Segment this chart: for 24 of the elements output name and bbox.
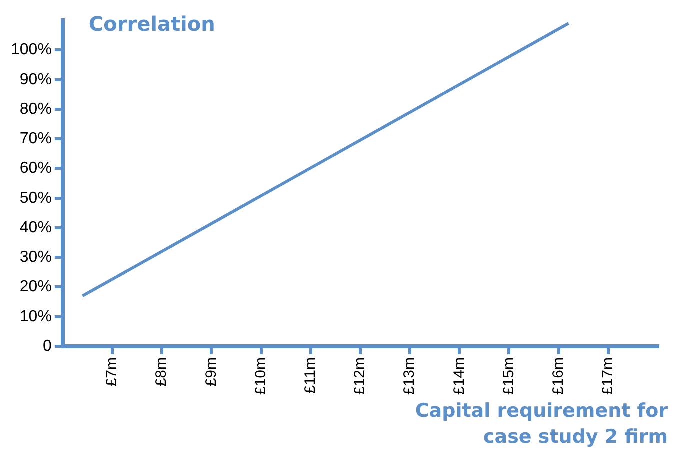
y-tick-label: 80% — [20, 100, 52, 118]
y-tick-label: 0 — [43, 338, 52, 355]
y-tick-label: 70% — [20, 130, 52, 148]
y-tick-label: 90% — [20, 71, 52, 88]
y-tick-label: 30% — [20, 249, 52, 266]
y-axis-title: Correlation — [88, 12, 216, 36]
y-tick-label: 60% — [20, 160, 52, 178]
y-tick-label: 10% — [20, 308, 52, 326]
x-tick-label: £13m — [401, 357, 418, 396]
x-tick-label: £7m — [104, 357, 121, 387]
x-tick-label: £16m — [550, 357, 567, 396]
x-tick-label: £8m — [153, 357, 170, 387]
y-tick-label: 100% — [11, 42, 52, 59]
x-tick-label: £11m — [302, 357, 320, 394]
x-tick-label: £12m — [352, 357, 369, 396]
x-tick-label: £17m — [600, 357, 617, 396]
x-tick-label: £10m — [252, 357, 270, 396]
x-tick-label: £9m — [202, 357, 220, 387]
y-tick-label: 50% — [20, 190, 52, 207]
x-tick-label: £14m — [450, 357, 468, 396]
y-tick-label: 40% — [20, 219, 52, 236]
x-tick-label: £15m — [500, 357, 518, 396]
y-tick-label: 20% — [20, 278, 52, 296]
x-axis-title: Capital requirement for case study 2 firm — [414, 399, 668, 450]
